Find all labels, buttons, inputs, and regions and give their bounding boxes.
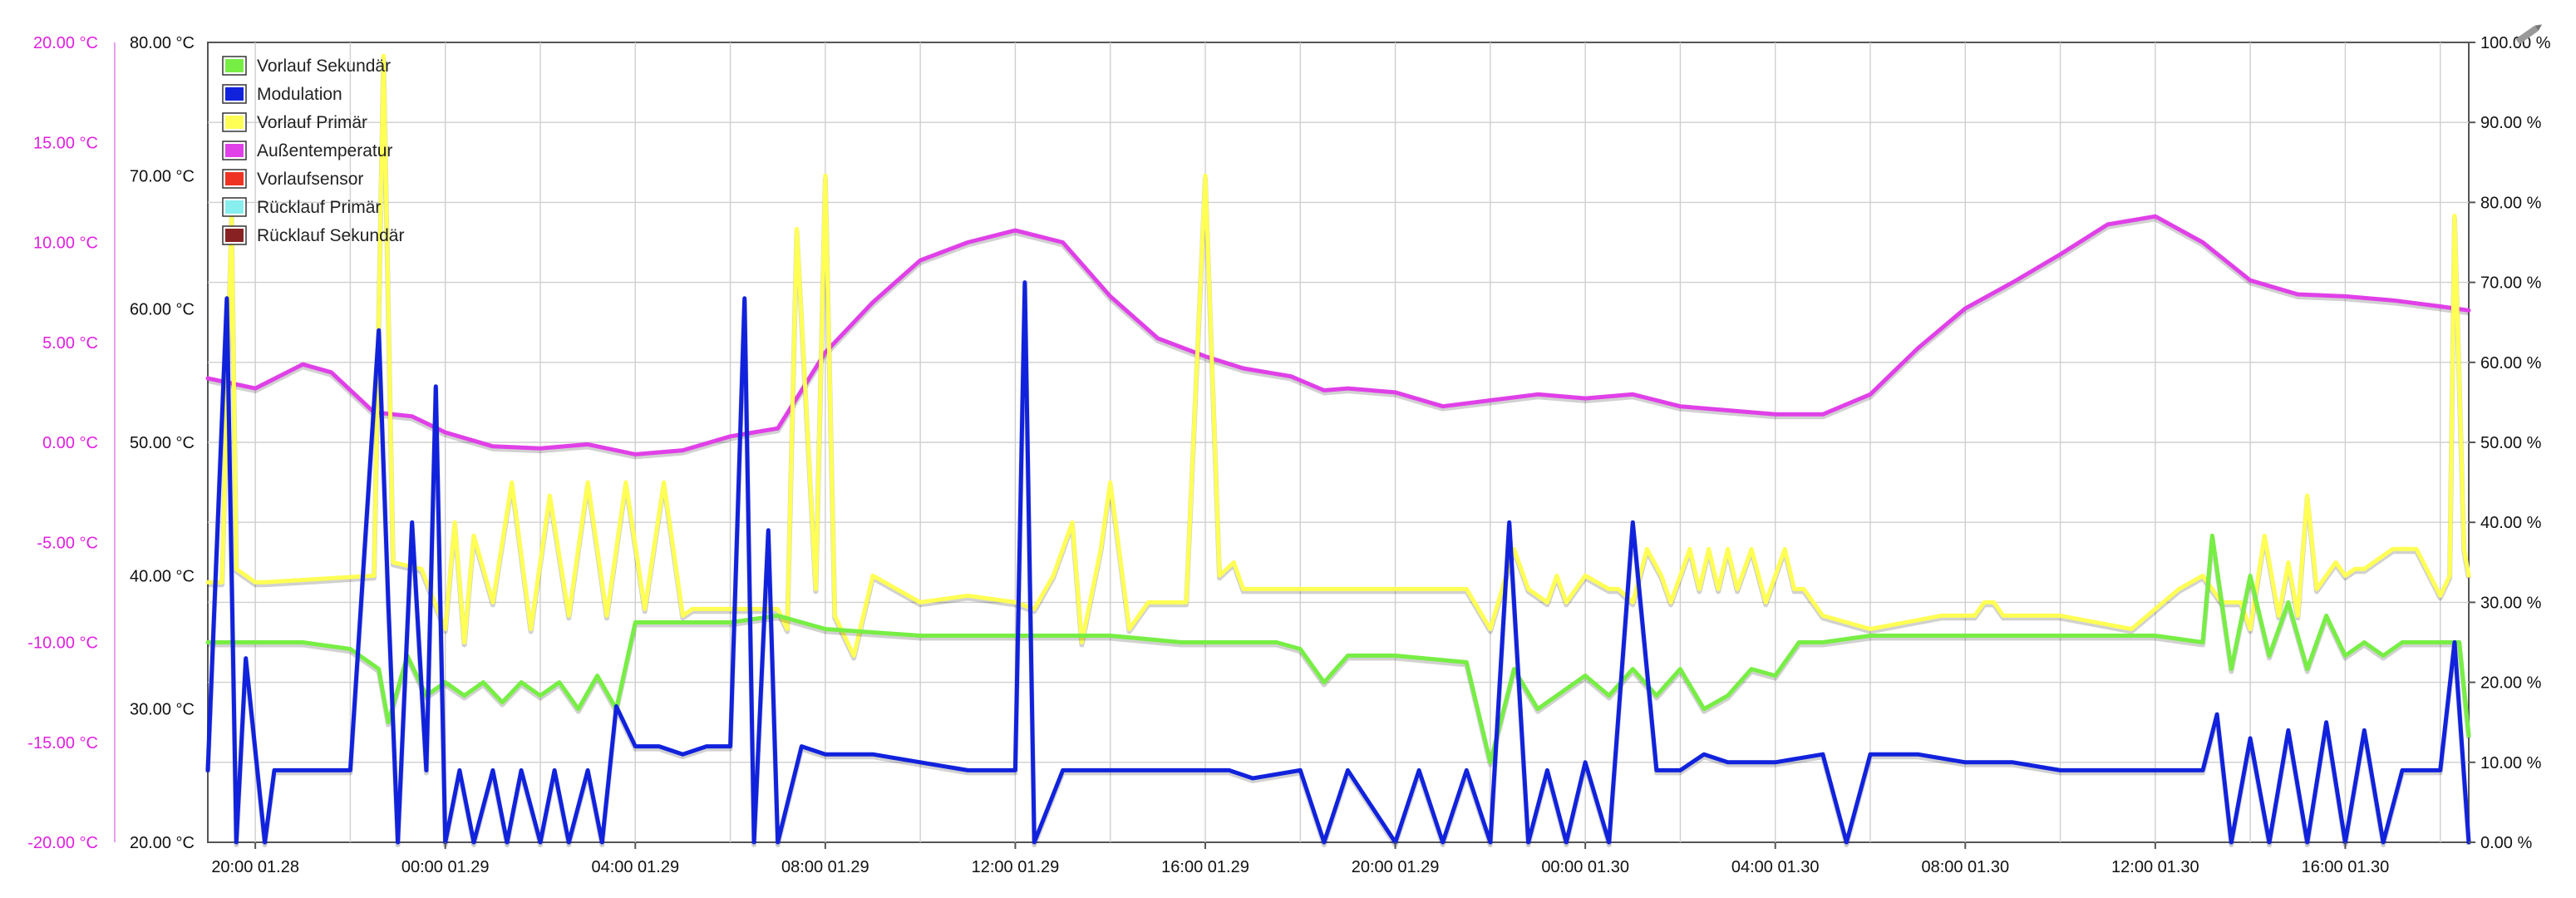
x-tick-label: 00:00 01.30 (1541, 858, 1629, 876)
left-tick-label: 50.00 °C (130, 434, 195, 452)
series-line-vorlauf-primaer[interactable] (205, 53, 2471, 658)
x-tick-label: 20:00 01.29 (1352, 858, 1440, 876)
legend-swatch (225, 229, 244, 242)
right-tick-label: 60.00 % (2480, 354, 2542, 373)
right-tick-label: 0.00 % (2480, 834, 2532, 852)
left-tick-label: 60.00 °C (130, 301, 195, 319)
series-shadow-aussentemperatur (207, 216, 2470, 460)
legend-label: Vorlauf Primär (257, 113, 367, 132)
series-line-modulation[interactable] (205, 280, 2471, 845)
series-line-vorlauf-sekundaer[interactable] (205, 533, 2471, 765)
series-lines (205, 53, 2471, 847)
right-tick-label: 70.00 % (2480, 274, 2542, 293)
x-tick-label: 00:00 01.29 (401, 858, 490, 876)
grid (208, 42, 2469, 842)
right-tick-label: 10.00 % (2480, 754, 2542, 772)
x-axis: 20:00 01.28 00:00 01.29 04:00 01.29 08:00 0… (211, 842, 2389, 876)
legend-swatch (225, 200, 244, 214)
outside-left-tick-label: 5.00 °C (42, 334, 98, 353)
legend-label: Vorlauf Sekundär (257, 57, 391, 76)
right-tick-label: 40.00 % (2480, 514, 2542, 532)
x-tick-label: 16:00 01.30 (2302, 858, 2390, 876)
legend-label: Modulation (257, 85, 342, 104)
x-tick-label: 08:00 01.30 (1921, 858, 2009, 876)
legend-swatch (225, 144, 244, 157)
x-tick-label: 04:00 01.29 (591, 858, 679, 876)
legend-item[interactable]: Vorlauf Sekundär (222, 56, 391, 76)
right-tick-label: 90.00 % (2480, 114, 2542, 132)
right-tick-label: 50.00 % (2480, 434, 2542, 452)
right-axis: 100.00 % 90.00 % 80.00 % 70.00 % 60.00 % 50.0… (2469, 34, 2551, 852)
right-tick-label: 100.00 % (2480, 34, 2551, 52)
right-tick-label: 20.00 % (2480, 674, 2542, 693)
legend-label: Rücklauf Primär (257, 198, 381, 217)
x-tick-label: 12:00 01.30 (2111, 858, 2199, 876)
outside-left-tick-label: 20.00 °C (33, 34, 98, 52)
legend-item[interactable]: Außentemperatur (222, 141, 392, 160)
outside-left-tick-label: -15.00 °C (27, 734, 98, 752)
legend-swatch (225, 116, 244, 129)
pencil-icon[interactable] (2515, 22, 2544, 44)
x-tick-label: 08:00 01.29 (781, 858, 869, 876)
legend-label: Rücklauf Sekundär (257, 226, 404, 245)
x-tick-label: 16:00 01.29 (1161, 858, 1249, 876)
outside-left-tick-label: -20.00 °C (27, 834, 98, 852)
left-tick-label: 20.00 °C (130, 834, 195, 852)
legend-swatch (225, 172, 244, 185)
series-line-aussentemperatur[interactable] (205, 214, 2471, 456)
inside-left-axis: 80.00 °C 70.00 °C 60.00 °C 50.00 °C 40.00 °C… (130, 34, 195, 852)
outside-left-tick-label: 10.00 °C (33, 234, 98, 253)
legend-item[interactable]: Rücklauf Sekundär (222, 225, 404, 245)
outside-left-tick-label: 0.00 °C (42, 434, 98, 452)
x-tick-label: 20:00 01.28 (211, 858, 299, 876)
legend-swatch (225, 59, 244, 72)
left-tick-label: 40.00 °C (130, 567, 195, 585)
outside-left-tick-label: 15.00 °C (33, 134, 98, 152)
x-tick-label: 04:00 01.30 (1731, 858, 1820, 876)
legend-item[interactable]: Modulation (222, 84, 342, 104)
left-tick-label: 30.00 °C (130, 701, 195, 719)
right-tick-label: 30.00 % (2480, 594, 2542, 612)
legend-label: Vorlaufsensor (257, 170, 363, 189)
legend-item[interactable]: Vorlaufsensor (222, 169, 363, 189)
legend-label: Außentemperatur (257, 141, 392, 160)
outside-left-tick-label: -10.00 °C (27, 634, 98, 653)
left-tick-label: 70.00 °C (130, 167, 195, 185)
right-tick-label: 80.00 % (2480, 194, 2542, 212)
x-tick-label: 12:00 01.29 (972, 858, 1060, 876)
left-tick-label: 80.00 °C (130, 34, 195, 52)
legend-swatch (225, 87, 244, 101)
legend[interactable]: Vorlauf Sekundär Modulation Vorlauf Primär… (222, 56, 404, 245)
legend-item[interactable]: Rücklauf Primär (222, 197, 381, 217)
outside-left-tick-label: -5.00 °C (37, 534, 98, 552)
legend-item[interactable]: Vorlauf Primär (222, 112, 367, 132)
outside-left-axis: 20.00 °C 15.00 °C 10.00 °C 5.00 °C 0.00 °C -5… (27, 34, 116, 852)
